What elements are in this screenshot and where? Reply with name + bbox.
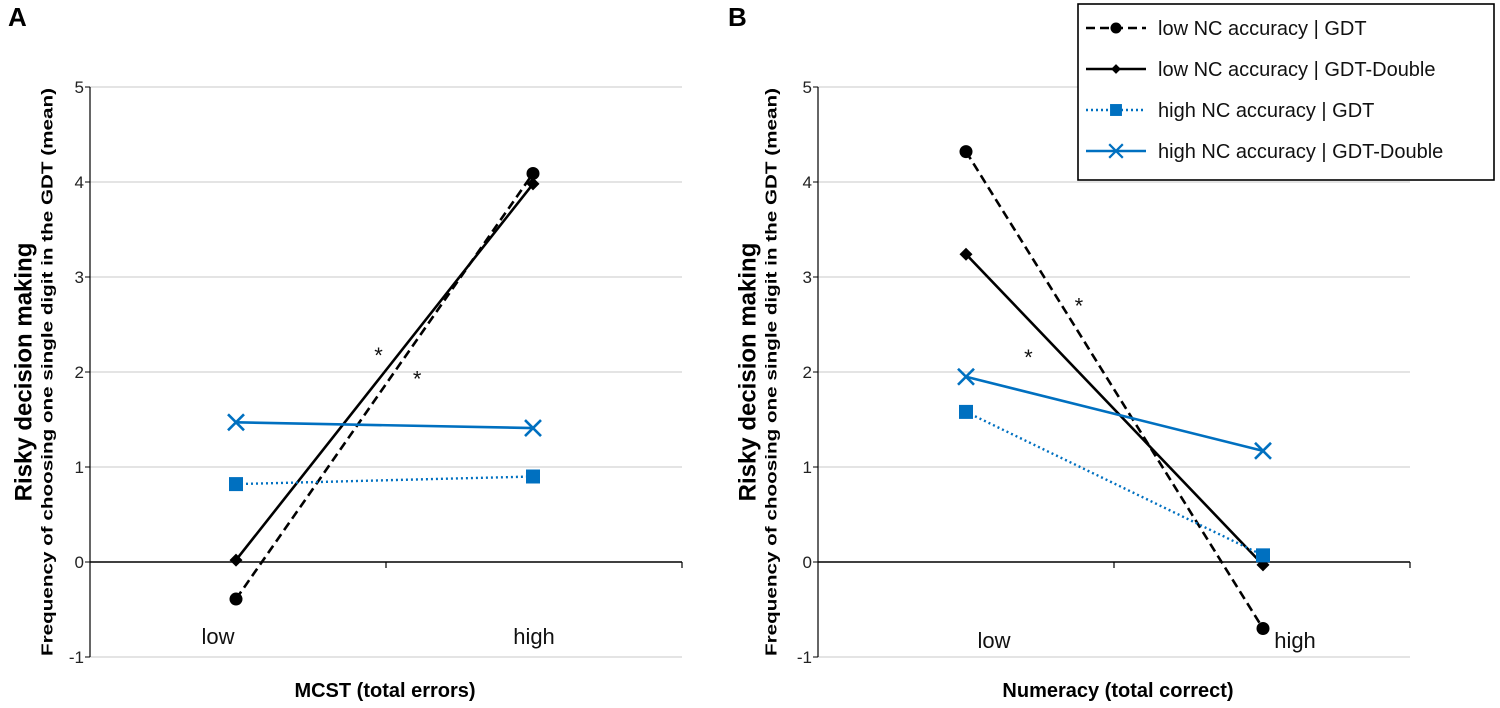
y-axis-title: Risky decision making	[11, 243, 38, 502]
category-label-low: low	[201, 624, 234, 649]
data-point-low-nc-accuracy-gdt-high	[1256, 622, 1270, 635]
data-point-low-nc-accuracy-gdt-low	[959, 145, 973, 159]
y-tick-label: -1	[797, 648, 812, 667]
y-axis-title: Risky decision making	[735, 243, 762, 502]
significance-asterisk: *	[413, 367, 422, 392]
data-point-high-nc-accuracy-gdt-high	[526, 469, 540, 484]
y-tick-label: 2	[803, 363, 812, 382]
significance-asterisk: *	[1024, 345, 1033, 370]
y-tick-label: 4	[75, 173, 84, 192]
legend-label: high NC accuracy | GDT	[1158, 100, 1374, 122]
significance-asterisk: *	[374, 343, 383, 368]
y-tick-label: 1	[803, 458, 812, 477]
data-point-low-nc-accuracy-gdt-double-high	[526, 177, 540, 191]
data-point-high-nc-accuracy-gdt-high	[1256, 548, 1270, 563]
legend-entry-low-nc-accuracy-gdt-double: low NC accuracy | GDT-Double	[1086, 59, 1436, 81]
panel-b: -1 0 1 2 3 4 5 low high * * B Numeracy (total correc…	[728, 2, 1411, 702]
category-label-high: high	[513, 624, 555, 649]
panel-a: -1 0 1 2 3 4 5 low high * * A MCST (total errors) Ris…	[8, 2, 683, 702]
panel-label: B	[728, 2, 747, 32]
series-line-low-nc-accuracy-gdt-double	[234, 183, 535, 561]
x-axis-title: MCST (total errors)	[294, 680, 475, 702]
data-point-low-nc-accuracy-gdt-double-low	[229, 553, 243, 567]
y-tick-label: 3	[803, 268, 812, 287]
legend-box	[1077, 3, 1495, 181]
legend-entry-high-nc-accuracy-gdt: high NC accuracy | GDT	[1086, 100, 1374, 122]
y-axis-subtitle: Frequency of choosing one single digit i…	[40, 88, 57, 656]
data-point-high-nc-accuracy-gdt-low	[229, 477, 243, 492]
legend-marker-circle	[1110, 22, 1122, 34]
legend-label: low NC accuracy | GDT-Double	[1158, 59, 1436, 81]
x-axis-title: Numeracy (total correct)	[1002, 680, 1233, 702]
y-axis-subtitle: Frequency of choosing one single digit i…	[764, 88, 781, 656]
data-point-high-nc-accuracy-gdt-double-low	[957, 367, 975, 386]
significance-asterisk: *	[1075, 294, 1084, 319]
category-label-low: low	[977, 628, 1010, 653]
data-point-low-nc-accuracy-gdt-low	[229, 592, 243, 606]
y-tick-label: 5	[803, 78, 812, 97]
y-tick-label: 2	[75, 363, 84, 382]
series-line-high-nc-accuracy-gdt-double	[965, 375, 1264, 453]
legend-marker-diamond	[1111, 64, 1121, 74]
y-tick-label: 0	[75, 553, 84, 572]
data-point-high-nc-accuracy-gdt-double-high	[524, 419, 542, 437]
series-line-high-nc-accuracy-gdt-double	[235, 421, 534, 430]
y-tick-label: -1	[69, 648, 84, 667]
data-point-low-nc-accuracy-gdt-high	[526, 166, 540, 180]
series-line-low-nc-accuracy-gdt-double	[965, 253, 1264, 566]
series-line-low-nc-accuracy-gdt	[964, 150, 1265, 630]
series-line-low-nc-accuracy-gdt	[234, 172, 535, 600]
legend-label: high NC accuracy | GDT-Double	[1158, 141, 1443, 163]
y-tick-label: 0	[803, 553, 812, 572]
category-label-high: high	[1274, 628, 1316, 653]
data-point-high-nc-accuracy-gdt-double-high	[1254, 441, 1272, 460]
y-tick-label: 3	[75, 268, 84, 287]
y-tick-label: 4	[803, 173, 812, 192]
legend-marker-square	[1110, 104, 1122, 116]
series-line-high-nc-accuracy-gdt	[235, 475, 534, 486]
legend-marker-x	[1108, 143, 1124, 159]
y-tick-label: 1	[75, 458, 84, 477]
panel-label: A	[8, 2, 27, 32]
data-point-high-nc-accuracy-gdt-low	[959, 404, 973, 419]
legend: low NC accuracy | GDT low NC accuracy | G…	[1077, 3, 1495, 181]
legend-entry-high-nc-accuracy-gdt-double: high NC accuracy | GDT-Double	[1086, 141, 1443, 163]
legend-entry-low-nc-accuracy-gdt: low NC accuracy | GDT	[1086, 18, 1367, 40]
data-point-low-nc-accuracy-gdt-double-low	[959, 247, 973, 261]
series-line-high-nc-accuracy-gdt	[965, 410, 1264, 557]
data-point-high-nc-accuracy-gdt-double-low	[227, 413, 245, 432]
legend-label: low NC accuracy | GDT	[1158, 18, 1367, 40]
y-tick-label: 5	[75, 78, 84, 97]
